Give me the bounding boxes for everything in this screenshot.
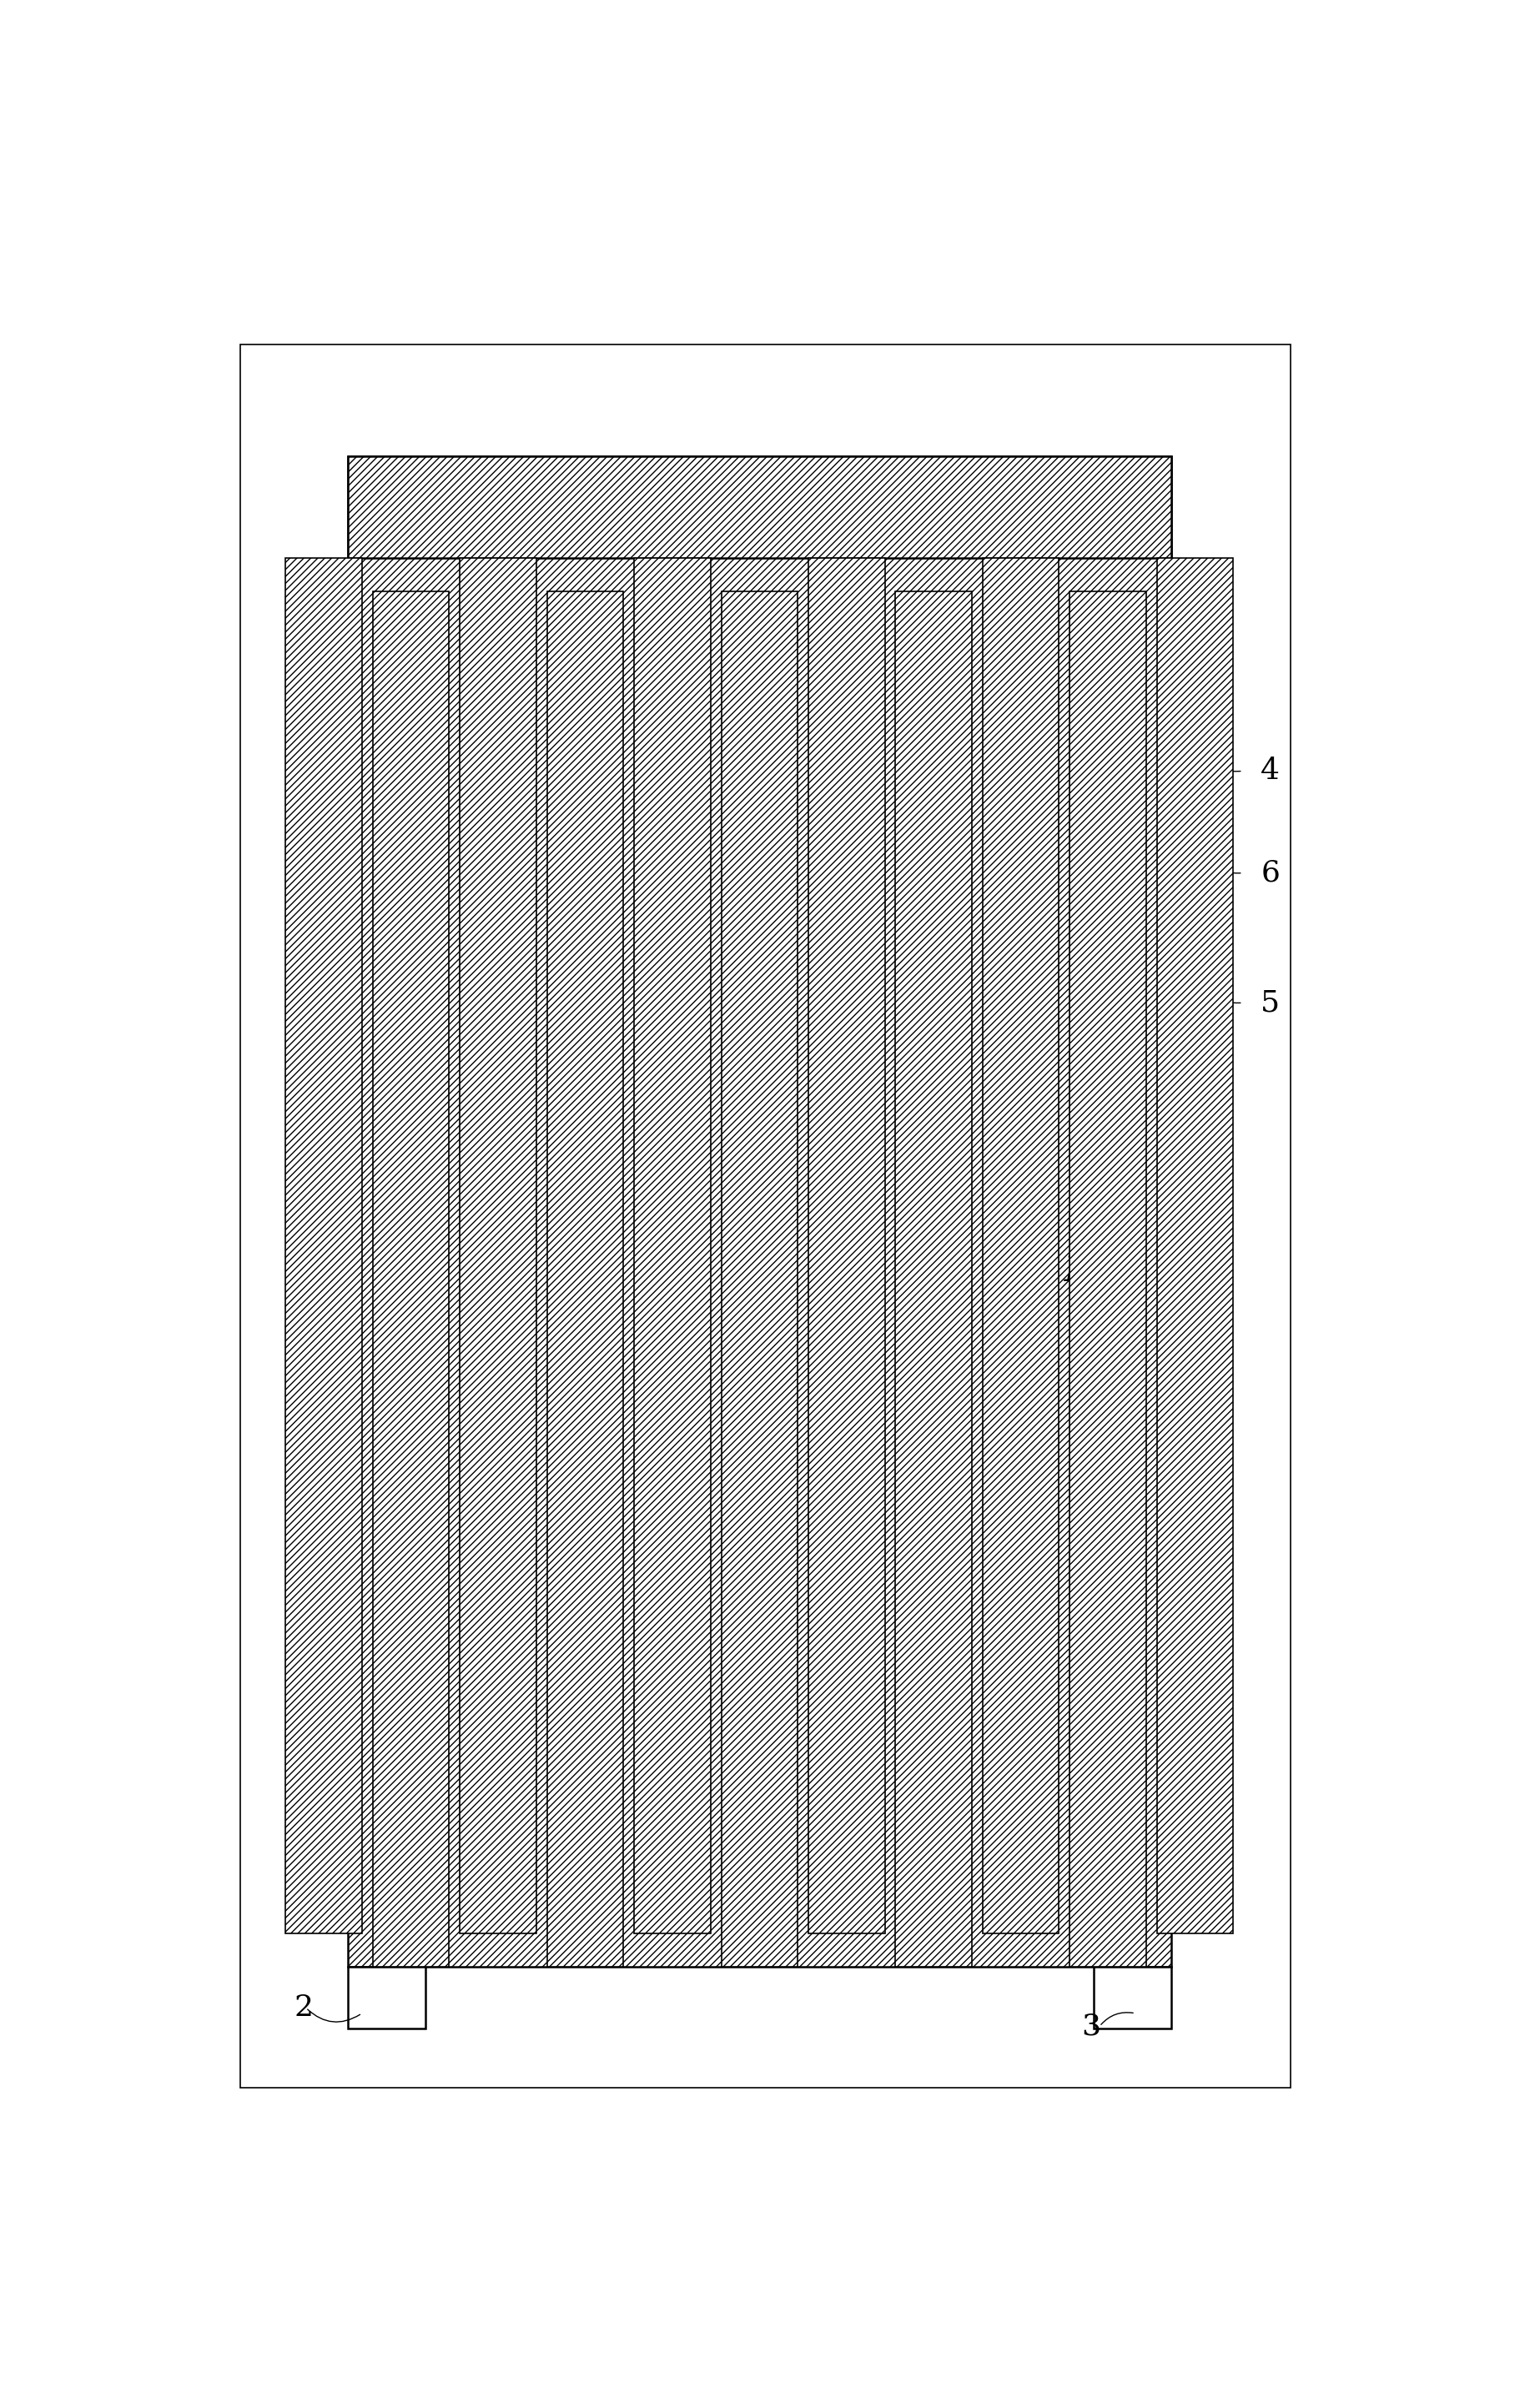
- Text: FIG. 2: FIG. 2: [1064, 1255, 1183, 1288]
- Bar: [348, 455, 1170, 559]
- Bar: [809, 559, 884, 1934]
- Bar: [348, 1967, 425, 2028]
- Text: 3: 3: [1081, 2013, 1101, 2040]
- Bar: [634, 559, 710, 1934]
- Bar: [373, 592, 450, 1967]
- Bar: [373, 592, 450, 1967]
- Bar: [240, 344, 1291, 2088]
- Bar: [460, 559, 536, 1934]
- Bar: [895, 592, 972, 1967]
- Bar: [547, 592, 624, 1967]
- Bar: [1070, 592, 1146, 1967]
- Bar: [721, 592, 798, 1967]
- Bar: [285, 559, 362, 1934]
- Bar: [809, 559, 884, 1934]
- Bar: [1157, 559, 1234, 1934]
- Bar: [983, 559, 1060, 1934]
- Text: 5: 5: [1261, 990, 1280, 1016]
- Bar: [895, 592, 972, 1967]
- Bar: [285, 559, 362, 1934]
- Bar: [460, 559, 536, 1934]
- Bar: [1157, 559, 1234, 1934]
- Bar: [1093, 1967, 1170, 2028]
- Bar: [547, 592, 624, 1967]
- Bar: [348, 455, 1170, 1967]
- Text: 6: 6: [1261, 860, 1280, 886]
- Bar: [634, 559, 710, 1934]
- Bar: [721, 592, 798, 1967]
- Text: 2: 2: [294, 1994, 313, 2023]
- Bar: [983, 559, 1060, 1934]
- Text: 4: 4: [1261, 756, 1280, 785]
- Bar: [1070, 592, 1146, 1967]
